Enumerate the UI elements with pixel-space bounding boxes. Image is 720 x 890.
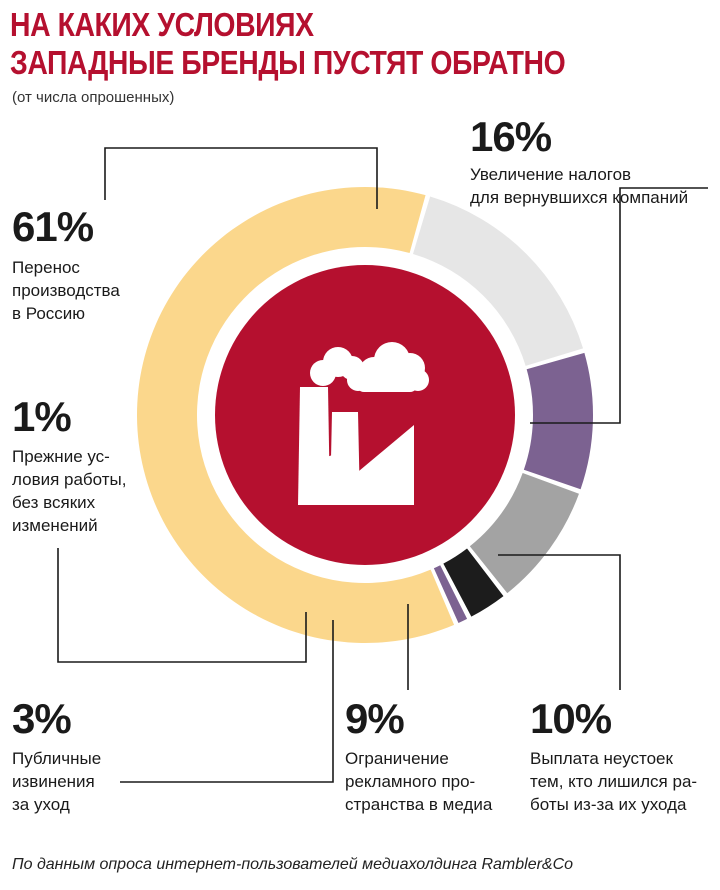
leader-line-unchanged bbox=[57, 548, 307, 663]
text-label-unchanged: Прежние ус- ловия работы, без всяких изм… bbox=[12, 447, 127, 535]
leader-lines bbox=[57, 147, 708, 783]
text-label-penalties: Выплата неустоек тем, кто лишился ра- бо… bbox=[530, 749, 698, 814]
leader-line-localization bbox=[104, 147, 378, 209]
donut-slice-localization bbox=[137, 187, 455, 643]
text-label-taxes: Увеличение налогов для вернувшихся компа… bbox=[470, 165, 689, 207]
center-disc bbox=[215, 265, 515, 565]
leader-line-penalties bbox=[498, 554, 621, 690]
donut-slice-unchanged bbox=[433, 565, 468, 623]
donut-slice-penalties bbox=[523, 352, 593, 490]
text-label-advertising: Ограничение рекламного про- странства в … bbox=[345, 749, 493, 814]
text-label-localization: Перенос производства в Россию bbox=[12, 258, 120, 323]
donut-slice-apology bbox=[443, 548, 504, 617]
leader-line-apology bbox=[120, 620, 334, 783]
center-circle bbox=[215, 265, 515, 565]
pct-label-localization: 61% bbox=[12, 203, 94, 250]
title-line-2: ЗАПАДНЫЕ БРЕНДЫ ПУСТЯТ ОБРАТНО bbox=[10, 44, 566, 81]
subtitle: (от числа опрошенных) bbox=[12, 89, 175, 106]
donut-slice-taxes bbox=[412, 196, 584, 366]
pct-label-unchanged: 1% bbox=[12, 393, 72, 440]
pct-label-advertising: 9% bbox=[345, 695, 405, 742]
text-label-apology: Публичные извинения за уход bbox=[12, 749, 102, 814]
pct-label-penalties: 10% bbox=[530, 695, 612, 742]
page-title: НА КАКИХ УСЛОВИЯХ ЗАПАДНЫЕ БРЕНДЫ ПУСТЯТ … bbox=[10, 6, 566, 82]
source-note: По данным опроса интернет-пользователей … bbox=[12, 856, 574, 873]
donut-slice-advertising bbox=[469, 473, 579, 594]
donut-ring bbox=[137, 187, 593, 643]
pct-label-taxes: 16% bbox=[470, 113, 552, 160]
title-line-1: НА КАКИХ УСЛОВИЯХ bbox=[10, 6, 314, 43]
leader-line-taxes bbox=[530, 187, 708, 424]
factory-icon bbox=[298, 342, 429, 505]
pct-label-apology: 3% bbox=[12, 695, 72, 742]
